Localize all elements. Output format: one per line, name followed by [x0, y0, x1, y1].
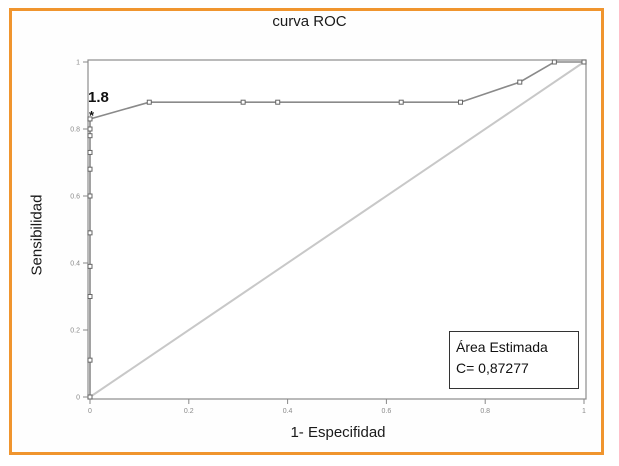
cutoff-label: 1.8: [88, 89, 109, 106]
roc-point: [87, 133, 93, 139]
y-tick-label: 0.6: [70, 194, 80, 201]
roc-point: [146, 99, 152, 105]
y-tick-label: 0.8: [70, 127, 80, 134]
x-tick-label: 1: [582, 408, 586, 415]
chart-title: curva ROC: [272, 13, 347, 30]
roc-point: [240, 99, 246, 105]
roc-point: [275, 99, 281, 105]
roc-point: [87, 357, 93, 363]
roc-point: [87, 116, 93, 122]
y-tick-label: 0.4: [70, 261, 80, 268]
roc-point: [87, 230, 93, 236]
roc-point: [87, 193, 93, 199]
reference-diagonal-line: [89, 61, 585, 398]
reference-layer: [89, 61, 585, 398]
roc-point: [87, 394, 93, 400]
y-tick-label: 0.2: [70, 328, 80, 335]
roc-point: [87, 126, 93, 132]
roc-point: [551, 59, 557, 65]
area-estimate-value: C= 0,87277: [456, 360, 529, 376]
roc-point: [87, 294, 93, 299]
roc-point: [581, 59, 587, 65]
roc-point: [517, 79, 523, 85]
roc-point: [87, 263, 93, 269]
x-tick-label: 0.2: [184, 408, 194, 415]
x-tick-label: 0.6: [382, 408, 392, 415]
roc-point: [458, 99, 463, 105]
roc-point: [87, 166, 93, 172]
roc-point: [398, 99, 404, 105]
x-tick-label: 0: [88, 408, 92, 415]
area-estimate-box: Área Estimada C= 0,87277: [449, 331, 579, 389]
x-tick-label: 0.4: [283, 408, 293, 415]
y-tick-label: 1: [76, 60, 80, 67]
x-tick-label: 0.8: [480, 408, 490, 415]
roc-point: [87, 149, 93, 155]
annotation-layer: 1.8 *: [88, 89, 109, 123]
y-tick-label: 0: [76, 395, 80, 402]
tick-layer: 0 0.2 0.4 0.6 0.8 1 0 0.2 0.4 0.6 0.8 1: [70, 60, 586, 416]
cutoff-marker: *: [89, 108, 95, 123]
x-axis-label: 1- Especifidad: [290, 424, 386, 441]
area-estimate-title: Área Estimada: [456, 339, 548, 355]
